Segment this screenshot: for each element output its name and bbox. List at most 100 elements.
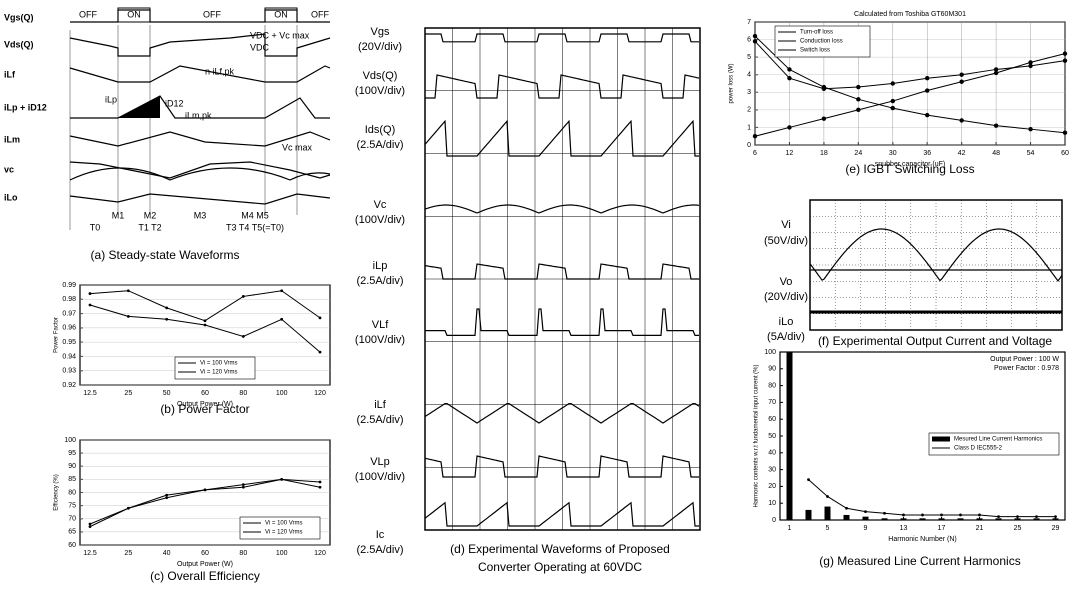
point bbox=[856, 85, 860, 89]
x-tick-label: 42 bbox=[958, 150, 966, 157]
point bbox=[280, 289, 283, 292]
x-tick-label: 18 bbox=[820, 150, 828, 157]
point bbox=[242, 295, 245, 298]
y-tick-label: 80 bbox=[68, 489, 76, 496]
y-tick-label: 70 bbox=[768, 399, 776, 406]
page: (a) Steady-state Waveforms (d) Experimen… bbox=[0, 0, 1074, 593]
y-tick-label: 0 bbox=[772, 517, 776, 524]
point bbox=[891, 81, 895, 85]
bar bbox=[977, 518, 983, 520]
channel-scale: (2.5A/div) bbox=[356, 414, 403, 426]
channel-scale: (2.5A/div) bbox=[356, 139, 403, 151]
point bbox=[753, 34, 757, 38]
point bbox=[864, 510, 867, 513]
signal-label: iLm bbox=[4, 134, 20, 144]
caption: (c) Overall Efficiency bbox=[150, 569, 260, 583]
point bbox=[204, 324, 207, 327]
annotation: iD12 bbox=[165, 98, 184, 108]
bar bbox=[863, 517, 869, 520]
y-tick-label: 50 bbox=[768, 433, 776, 440]
point bbox=[1028, 127, 1032, 131]
y-tick-label: 5 bbox=[747, 54, 751, 61]
channel-name: Vi bbox=[781, 219, 791, 231]
y-tick-label: 3 bbox=[747, 89, 751, 96]
time-label: M1 bbox=[112, 210, 125, 220]
figure: (a) Steady-state Waveforms (d) Experimen… bbox=[0, 0, 1074, 593]
point bbox=[127, 507, 130, 510]
channel-scale: (100V/div) bbox=[355, 214, 405, 226]
bar bbox=[958, 518, 964, 520]
channel-scale: (100V/div) bbox=[355, 334, 405, 346]
legend-label: Vi = 120 Vrms bbox=[200, 370, 238, 376]
bar bbox=[920, 518, 926, 520]
point bbox=[845, 507, 848, 510]
y-tick-label: 0.92 bbox=[62, 382, 76, 389]
channel-scale: (100V/div) bbox=[355, 85, 405, 97]
y-tick-label: 70 bbox=[68, 516, 76, 523]
x-tick-label: 6 bbox=[753, 150, 757, 157]
x-tick-label: 120 bbox=[314, 550, 326, 557]
point bbox=[902, 514, 905, 517]
bar bbox=[787, 352, 793, 520]
point bbox=[165, 318, 168, 321]
x-axis-label: Output Power (W) bbox=[177, 561, 233, 568]
point bbox=[807, 478, 810, 481]
caption: Converter Operating at 60VDC bbox=[478, 560, 642, 574]
x-tick-label: 30 bbox=[889, 150, 897, 157]
channel-name: Vds(Q) bbox=[363, 70, 398, 82]
x-tick-label: 40 bbox=[163, 550, 171, 557]
caption: (d) Experimental Waveforms of Proposed bbox=[450, 542, 670, 556]
background bbox=[0, 0, 1074, 593]
bar bbox=[1053, 518, 1059, 520]
x-tick-label: 21 bbox=[976, 525, 984, 532]
y-tick-label: 1 bbox=[747, 124, 751, 131]
y-tick-label: 60 bbox=[68, 542, 76, 549]
x-tick-label: 54 bbox=[1027, 150, 1035, 157]
point bbox=[242, 335, 245, 338]
y-tick-label: 100 bbox=[764, 349, 776, 356]
point bbox=[89, 304, 92, 307]
point bbox=[1063, 131, 1067, 135]
legend-label: Switch loss bbox=[800, 48, 830, 54]
bar bbox=[844, 515, 850, 520]
x-tick-label: 9 bbox=[864, 525, 868, 532]
y-tick-label: 80 bbox=[768, 382, 776, 389]
bar bbox=[1015, 518, 1021, 520]
y-axis-label: Harmonic contents w.r.t fundamental inpu… bbox=[754, 364, 760, 507]
point bbox=[883, 512, 886, 515]
y-tick-label: 0.93 bbox=[62, 368, 76, 375]
x-tick-label: 12 bbox=[786, 150, 794, 157]
legend-label: Turn-off loss bbox=[800, 30, 833, 36]
caption: (f) Experimental Output Current and Volt… bbox=[818, 334, 1052, 348]
chart-title: Calculated from Toshiba GT60M301 bbox=[854, 11, 966, 18]
x-axis-label: Harmonic Number (N) bbox=[888, 536, 956, 543]
x-tick-label: 120 bbox=[314, 390, 326, 397]
legend-label: Mesured Line Current Harmonics bbox=[954, 437, 1042, 443]
bar bbox=[882, 518, 888, 520]
y-tick-label: 2 bbox=[747, 107, 751, 114]
point bbox=[165, 494, 168, 497]
y-tick-label: 6 bbox=[747, 36, 751, 43]
point bbox=[925, 88, 929, 92]
caption: (a) Steady-state Waveforms bbox=[91, 248, 240, 262]
point bbox=[856, 108, 860, 112]
point bbox=[925, 76, 929, 80]
x-tick-label: 60 bbox=[201, 390, 209, 397]
annotation: Output Power : 100 W bbox=[990, 356, 1059, 363]
y-tick-label: 4 bbox=[747, 72, 751, 79]
signal-label: iLf bbox=[4, 69, 16, 79]
y-tick-label: 10 bbox=[768, 500, 776, 507]
y-tick-label: 30 bbox=[768, 466, 776, 473]
bar bbox=[806, 510, 812, 520]
x-tick-label: 12.5 bbox=[83, 550, 97, 557]
point bbox=[822, 116, 826, 120]
time-label: T3 T4 T5(=T0) bbox=[226, 222, 284, 232]
y-tick-label: 0.98 bbox=[62, 296, 76, 303]
x-tick-label: 60 bbox=[1061, 150, 1069, 157]
x-tick-label: 25 bbox=[124, 390, 132, 397]
y-tick-label: 85 bbox=[68, 476, 76, 483]
point bbox=[787, 125, 791, 129]
channel-name: VLp bbox=[370, 456, 390, 468]
time-label: M3 bbox=[194, 210, 207, 220]
point bbox=[319, 316, 322, 319]
